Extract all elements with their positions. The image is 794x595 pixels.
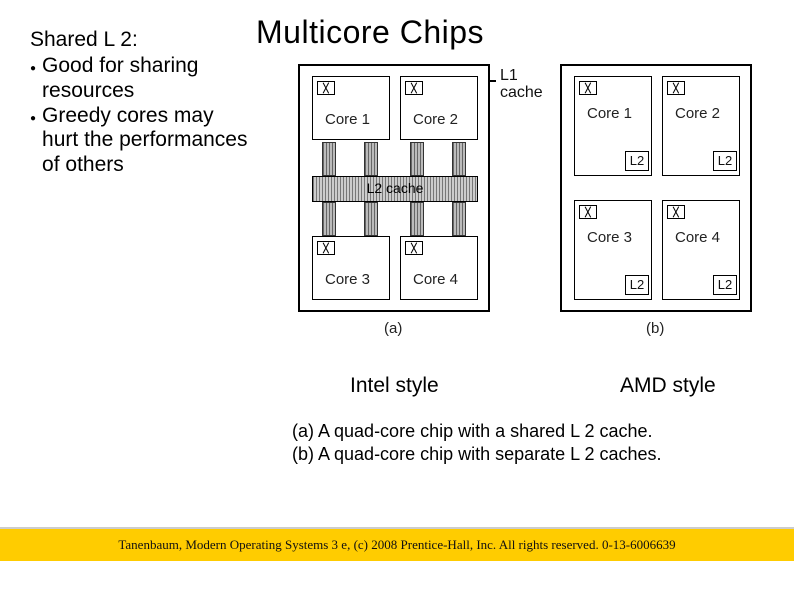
chip-b-core-2: Core 2 L2 — [662, 76, 740, 176]
chip-b-core-1: Core 1 L2 — [574, 76, 652, 176]
chip-a-core-1: Core 1 — [312, 76, 390, 140]
connector-icon — [322, 142, 336, 176]
fig-a-label: (a) — [384, 320, 402, 337]
l1-box-icon — [579, 81, 597, 95]
chip-b-core-2-label: Core 2 — [675, 105, 720, 122]
chip-b-l2-1: L2 — [625, 151, 649, 171]
chip-b-l2-4: L2 — [713, 275, 737, 295]
slide: Multicore Chips Shared L 2: ● Good for s… — [0, 0, 794, 595]
l1-box-icon — [405, 241, 423, 255]
l1-box-icon — [667, 81, 685, 95]
bullet-dot-icon: ● — [30, 63, 36, 75]
chip-b-l2-3: L2 — [625, 275, 649, 295]
chip-b-core-4-label: Core 4 — [675, 229, 720, 246]
l1-callout-l1: L1 — [500, 67, 518, 84]
chip-a: Core 1 Core 2 L2 cache Core 3 — [298, 64, 490, 312]
bullet-1-text: Good for sharing resources — [42, 54, 250, 104]
chip-a-core-2: Core 2 — [400, 76, 478, 140]
l1-box-icon — [317, 241, 335, 255]
connector-icon — [364, 202, 378, 236]
diagram: L1 cache Core 1 Core 2 L2 cache — [290, 64, 770, 354]
l1-box-icon — [579, 205, 597, 219]
bullet-1: ● Good for sharing resources — [30, 54, 250, 104]
caption-line-a: (a) A quad-core chip with a shared L 2 c… — [292, 420, 772, 443]
connector-icon — [452, 142, 466, 176]
l1-callout: L1 cache — [500, 68, 543, 102]
page-title: Multicore Chips — [256, 14, 484, 51]
l1-box-icon — [405, 81, 423, 95]
chip-b-core-4: Core 4 L2 — [662, 200, 740, 300]
chip-a-core-2-label: Core 2 — [413, 111, 458, 128]
footer-text: Tanenbaum, Modern Operating Systems 3 e,… — [118, 537, 675, 553]
caption: (a) A quad-core chip with a shared L 2 c… — [292, 420, 772, 465]
chip-b-core-1-label: Core 1 — [587, 105, 632, 122]
bullet-dot-icon: ● — [30, 113, 36, 125]
chip-b-l2-2: L2 — [713, 151, 737, 171]
connector-icon — [364, 142, 378, 176]
connector-icon — [452, 202, 466, 236]
chip-a-core-1-label: Core 1 — [325, 111, 370, 128]
footer-bar: Tanenbaum, Modern Operating Systems 3 e,… — [0, 527, 794, 561]
chip-a-core-3: Core 3 — [312, 236, 390, 300]
chip-a-core-4: Core 4 — [400, 236, 478, 300]
chip-a-core-4-label: Core 4 — [413, 271, 458, 288]
connector-icon — [410, 202, 424, 236]
bullet-2: ● Greedy cores may hurt the performances… — [30, 104, 250, 178]
connector-icon — [322, 202, 336, 236]
l1-box-icon — [667, 205, 685, 219]
bullet-2-text: Greedy cores may hurt the performances o… — [42, 104, 250, 178]
chip-a-shared-l2: L2 cache — [312, 176, 478, 202]
connector-icon — [410, 142, 424, 176]
l1-callout-cache: cache — [500, 84, 543, 101]
chip-b-core-3-label: Core 3 — [587, 229, 632, 246]
left-lead: Shared L 2: — [30, 28, 250, 52]
left-column: Shared L 2: ● Good for sharing resources… — [30, 28, 250, 178]
l1-box-icon — [317, 81, 335, 95]
amd-style-label: AMD style — [620, 374, 716, 398]
caption-line-b: (b) A quad-core chip with separate L 2 c… — [292, 443, 772, 466]
chip-b-core-3: Core 3 L2 — [574, 200, 652, 300]
fig-b-label: (b) — [646, 320, 664, 337]
chip-b: Core 1 L2 Core 2 L2 Core 3 L2 Core 4 L2 — [560, 64, 752, 312]
chip-a-core-3-label: Core 3 — [325, 271, 370, 288]
intel-style-label: Intel style — [350, 374, 439, 398]
bottom-strip — [0, 561, 794, 595]
